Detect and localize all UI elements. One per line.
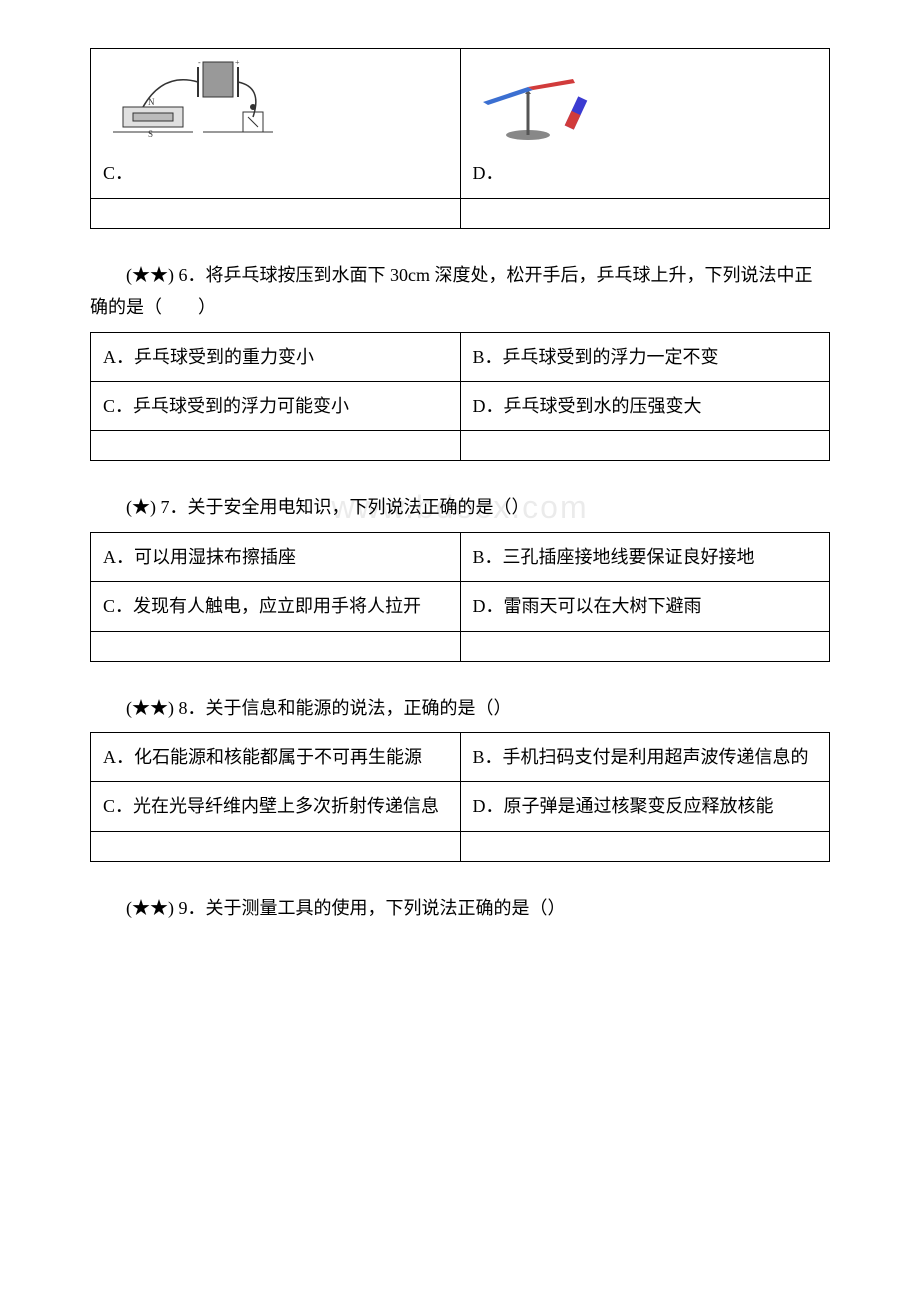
svg-text:N: N	[148, 97, 155, 107]
svg-text:+: +	[235, 58, 240, 67]
q7-option-a: A．可以用湿抹布擦插座	[91, 532, 461, 581]
option-c-cell: - + N S C．	[91, 49, 461, 199]
q7-option-d: D．雷雨天可以在大树下避雨	[460, 582, 830, 631]
q7-option-c: C．发现有人触电，应立即用手将人拉开	[91, 582, 461, 631]
q6-option-c: C．乒乓球受到的浮力可能变小	[91, 381, 461, 430]
q5-image-options-table: - + N S C．	[90, 48, 830, 229]
option-c-diagram: - + N S	[103, 57, 283, 157]
option-c-label: C．	[103, 157, 133, 189]
q6-option-d: D．乒乓球受到水的压强变大	[460, 381, 830, 430]
q6-option-a: A．乒乓球受到的重力变小	[91, 332, 461, 381]
svg-text:S: S	[148, 129, 153, 139]
svg-text:-: -	[198, 58, 201, 67]
option-d-label: D．	[473, 157, 504, 189]
q8-options-table: A．化石能源和核能都属于不可再生能源 B．手机扫码支付是利用超声波传递信息的 C…	[90, 732, 830, 862]
q7-option-b: B．三孔插座接地线要保证良好接地	[460, 532, 830, 581]
question-6-text: (★★) 6．将乒乓球按压到水面下 30cm 深度处，松开手后，乒乓球上升，下列…	[90, 259, 830, 324]
empty-cell	[460, 431, 830, 461]
question-8-text: (★★) 8．关于信息和能源的说法，正确的是（）	[90, 692, 830, 724]
empty-cell	[460, 631, 830, 661]
question-9-text: (★★) 9．关于测量工具的使用，下列说法正确的是（）	[90, 892, 830, 924]
q6-options-table: A．乒乓球受到的重力变小 B．乒乓球受到的浮力一定不变 C．乒乓球受到的浮力可能…	[90, 332, 830, 462]
empty-cell	[91, 831, 461, 861]
q7-options-table: A．可以用湿抹布擦插座 B．三孔插座接地线要保证良好接地 C．发现有人触电，应立…	[90, 532, 830, 662]
empty-cell	[460, 831, 830, 861]
empty-cell	[91, 198, 461, 228]
q6-option-b: B．乒乓球受到的浮力一定不变	[460, 332, 830, 381]
q8-option-c: C．光在光导纤维内壁上多次折射传递信息	[91, 782, 461, 831]
empty-cell	[460, 198, 830, 228]
question-7-text: (★) 7．关于安全用电知识，下列说法正确的是（）	[90, 491, 830, 523]
empty-cell	[91, 431, 461, 461]
q8-option-d: D．原子弹是通过核聚变反应释放核能	[460, 782, 830, 831]
option-d-diagram	[473, 57, 613, 157]
option-d-cell: D．	[460, 49, 830, 199]
q8-option-a: A．化石能源和核能都属于不可再生能源	[91, 732, 461, 781]
empty-cell	[91, 631, 461, 661]
q8-option-b: B．手机扫码支付是利用超声波传递信息的	[460, 732, 830, 781]
